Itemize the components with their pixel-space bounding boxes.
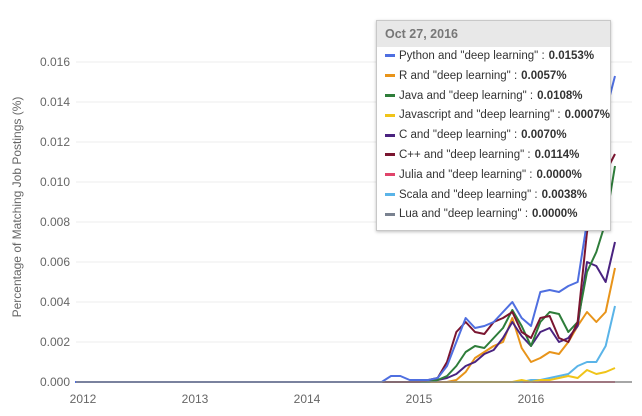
series-line-python: [75, 75, 616, 383]
tooltip-row: Python and "deep learning" :0.0153%: [377, 47, 610, 67]
series-value: 0.0038%: [541, 188, 588, 201]
tooltip-date: Oct 27, 2016: [377, 21, 610, 47]
series-value: 0.0153%: [548, 50, 595, 62]
y-axis-label: Percentage of Matching Job Postings (%): [10, 96, 24, 318]
y-tick-label: 0.014: [40, 95, 70, 109]
tooltip-row: C and "deep learning" :0.0070%: [377, 126, 610, 146]
separator: :: [524, 148, 531, 161]
y-tick-label: 0.012: [40, 135, 70, 149]
legend-swatch: [385, 113, 395, 117]
series-value: 0.0070%: [521, 129, 567, 142]
legend-swatch: [385, 173, 395, 177]
separator: :: [521, 208, 529, 221]
separator: :: [526, 89, 534, 102]
series-name: Julia and "deep learning": [399, 168, 527, 181]
series-name: C++ and "deep learning": [399, 148, 525, 161]
x-tick-label: 2012: [70, 392, 97, 406]
series-value: 0.0007%: [564, 109, 611, 122]
legend-swatch: [385, 54, 395, 58]
legend-swatch: [385, 212, 395, 216]
y-tick-label: 0.016: [40, 55, 70, 69]
tooltip: Oct 27, 2016 Python and "deep learning" …: [376, 20, 611, 231]
series-name: C and "deep learning": [399, 129, 511, 142]
y-tick-label: 0.004: [40, 295, 70, 309]
tooltip-row: Lua and "deep learning" :0.0000%: [377, 205, 610, 225]
series-value: 0.0000%: [532, 208, 578, 221]
y-tick-label: 0.002: [40, 335, 70, 349]
legend-swatch: [385, 193, 395, 197]
separator: :: [538, 50, 545, 62]
separator: :: [510, 129, 518, 142]
separator: :: [531, 188, 538, 201]
x-tick-label: 2013: [182, 392, 209, 406]
tooltip-row: Javascript and "deep learning" :0.0007%: [377, 106, 610, 126]
legend-swatch: [385, 74, 395, 78]
series-value: 0.0000%: [536, 168, 582, 181]
series-value: 0.0057%: [521, 69, 567, 82]
series-name: Java and "deep learning": [399, 89, 527, 102]
series-name: Python and "deep learning": [399, 50, 539, 62]
y-tick-label: 0.010: [40, 175, 70, 189]
legend-swatch: [385, 94, 395, 98]
separator: :: [526, 168, 533, 181]
y-tick-label: 0.006: [40, 255, 70, 269]
x-tick-label: 2016: [518, 392, 545, 406]
legend-swatch: [385, 153, 395, 157]
series-value: 0.0108%: [537, 89, 583, 102]
series-name: R and "deep learning": [399, 69, 511, 82]
separator: :: [510, 69, 518, 82]
separator: :: [554, 109, 561, 122]
tooltip-row: Julia and "deep learning" :0.0000%: [377, 166, 610, 186]
tooltip-row: R and "deep learning" :0.0057%: [377, 67, 610, 87]
x-tick-label: 2014: [294, 392, 321, 406]
legend-swatch: [385, 133, 395, 137]
x-tick-label: 2015: [406, 392, 433, 406]
series-name: Lua and "deep learning": [399, 208, 522, 221]
series-name: Javascript and "deep learning": [399, 109, 555, 122]
y-tick-label: 0.008: [40, 215, 70, 229]
y-tick-label: 0.000: [40, 375, 70, 389]
tooltip-row: C++ and "deep learning" :0.0114%: [377, 146, 610, 166]
tooltip-row: Java and "deep learning" :0.0108%: [377, 87, 610, 107]
series-value: 0.0114%: [534, 148, 580, 161]
tooltip-row: Scala and "deep learning" :0.0038%: [377, 186, 610, 206]
series-line-r: [75, 267, 616, 383]
series-name: Scala and "deep learning": [399, 188, 532, 201]
